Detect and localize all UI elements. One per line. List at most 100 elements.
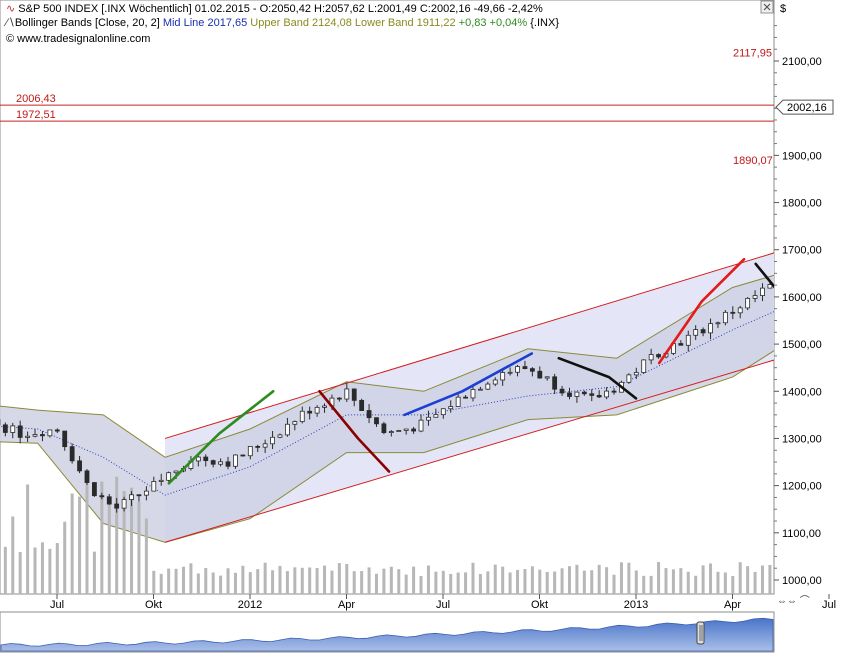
candle <box>448 406 454 410</box>
candle <box>433 414 439 418</box>
candle <box>114 503 120 509</box>
volume-bar <box>293 567 297 594</box>
volume-bar <box>694 575 698 594</box>
volume-bar <box>174 568 178 594</box>
candle <box>225 461 231 467</box>
y-tick-label: 1000,00 <box>782 575 822 587</box>
volume-bar <box>300 567 304 594</box>
candle <box>136 494 142 497</box>
candle <box>463 396 468 399</box>
candle <box>40 434 45 437</box>
volume-bar <box>516 569 520 594</box>
candle <box>69 446 75 462</box>
x-tick-label: Okt <box>145 599 162 611</box>
candle <box>611 390 617 393</box>
volume-bar <box>78 496 82 594</box>
volume-bar <box>40 542 44 594</box>
volume-bar <box>828 574 831 594</box>
candle <box>344 388 350 400</box>
candle <box>850 273 854 282</box>
candle <box>529 368 535 372</box>
volume-bar <box>441 570 445 594</box>
candle <box>440 408 446 416</box>
volume-bar <box>664 568 668 594</box>
candle <box>775 276 779 284</box>
current-price-label: 2002,16 <box>787 102 827 114</box>
y-tick-label: 1700,00 <box>782 245 822 257</box>
volume-bar <box>597 564 601 594</box>
candle <box>715 322 721 325</box>
volume-bar <box>33 547 37 594</box>
volume-bar <box>70 493 74 594</box>
volume-bar <box>679 568 683 594</box>
volume-bars <box>3 476 853 594</box>
volume-bar <box>367 567 371 594</box>
candle <box>396 430 402 432</box>
candle <box>17 425 23 438</box>
candle <box>455 396 461 407</box>
candle <box>32 434 38 437</box>
x-tick-label: 2012 <box>238 599 262 611</box>
volume-bar <box>352 571 356 594</box>
volume-bar <box>553 571 557 594</box>
volume-bar <box>382 568 386 594</box>
swing-lines <box>167 257 774 485</box>
volume-bar <box>768 564 772 594</box>
candle <box>2 424 8 433</box>
candle <box>151 481 157 492</box>
candle <box>411 428 417 432</box>
candle <box>366 410 372 419</box>
close-icon[interactable] <box>760 0 774 14</box>
volume-bar <box>716 571 720 594</box>
volume-bar <box>671 569 675 594</box>
bollinger-band-fill <box>0 275 774 543</box>
current-price-tag: 2002,16 <box>775 99 834 115</box>
candle <box>25 435 31 438</box>
volume-bar <box>152 570 156 594</box>
volume-bar <box>404 574 408 594</box>
candlesticks <box>0 273 854 513</box>
volume-bar <box>523 569 527 594</box>
volume-bar <box>115 476 119 594</box>
candle <box>581 391 587 395</box>
candle <box>552 376 558 390</box>
volume-bar <box>701 565 705 594</box>
candle <box>106 496 112 505</box>
volume-bar <box>850 564 853 594</box>
volume-bar <box>263 562 267 594</box>
volume-bar <box>63 521 67 594</box>
candle <box>166 472 172 481</box>
level-label-1972: 1972,51 <box>16 109 56 121</box>
candle <box>247 446 253 457</box>
candle <box>842 280 846 281</box>
candle <box>307 410 313 414</box>
pan-arrows-icon[interactable]: ⇔⇔ ⌒ <box>777 595 810 607</box>
volume-bar <box>345 563 349 594</box>
volume-bar <box>627 562 631 594</box>
indicator-line: ∕∖Bollinger Bands [Close, 20, 2] Mid Lin… <box>3 17 559 29</box>
volume-bar <box>374 573 378 594</box>
y-tick-label: 1900,00 <box>782 150 822 162</box>
candle <box>47 429 53 437</box>
candle <box>827 293 831 298</box>
candle <box>745 297 751 309</box>
swing-line-3 <box>557 356 638 400</box>
candle <box>641 359 647 373</box>
bollinger-lower-band <box>0 350 774 543</box>
channel-label-upper: 2117,95 <box>733 48 772 60</box>
x-tick-label: Apr <box>338 599 355 611</box>
candle <box>567 392 572 397</box>
candle <box>426 416 431 421</box>
candle <box>767 284 773 289</box>
volume-bar <box>412 566 416 594</box>
volume-bar <box>389 566 393 594</box>
volume-bar <box>189 563 193 594</box>
volume-bar <box>196 573 200 594</box>
candle <box>656 354 661 358</box>
bollinger-upper-band <box>0 274 774 458</box>
candle <box>485 383 491 390</box>
axis-zoom-controls[interactable]: ⇔⇔ ⌒ <box>777 595 810 607</box>
channel-label-lower: 1890,07 <box>733 155 773 167</box>
y-tick-label: 1600,00 <box>782 292 822 304</box>
volume-bar <box>278 565 282 594</box>
